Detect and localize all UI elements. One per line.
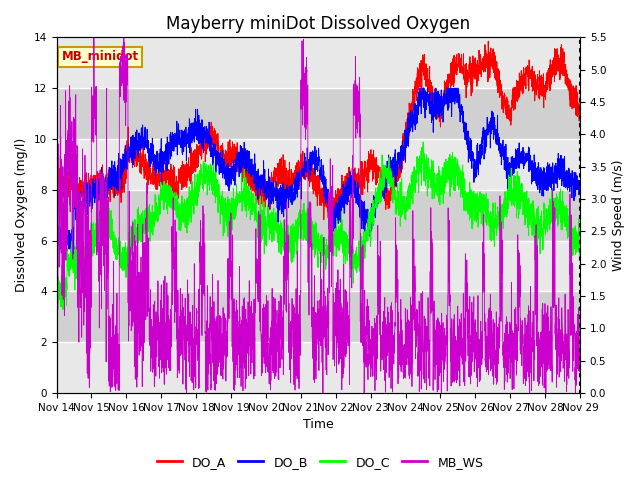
Bar: [56, 291, 580, 342]
Y-axis label: Dissolved Oxygen (mg/l): Dissolved Oxygen (mg/l): [15, 138, 28, 292]
Bar: [56, 190, 580, 240]
X-axis label: Time: Time: [303, 419, 333, 432]
Y-axis label: Wind Speed (m/s): Wind Speed (m/s): [612, 159, 625, 271]
Bar: [56, 342, 580, 393]
Title: Mayberry miniDot Dissolved Oxygen: Mayberry miniDot Dissolved Oxygen: [166, 15, 470, 33]
Bar: [56, 240, 580, 291]
Bar: [56, 88, 580, 139]
Text: MB_minidot: MB_minidot: [62, 50, 139, 63]
Legend: DO_A, DO_B, DO_C, MB_WS: DO_A, DO_B, DO_C, MB_WS: [152, 451, 488, 474]
Bar: [56, 37, 580, 88]
Bar: [56, 139, 580, 190]
